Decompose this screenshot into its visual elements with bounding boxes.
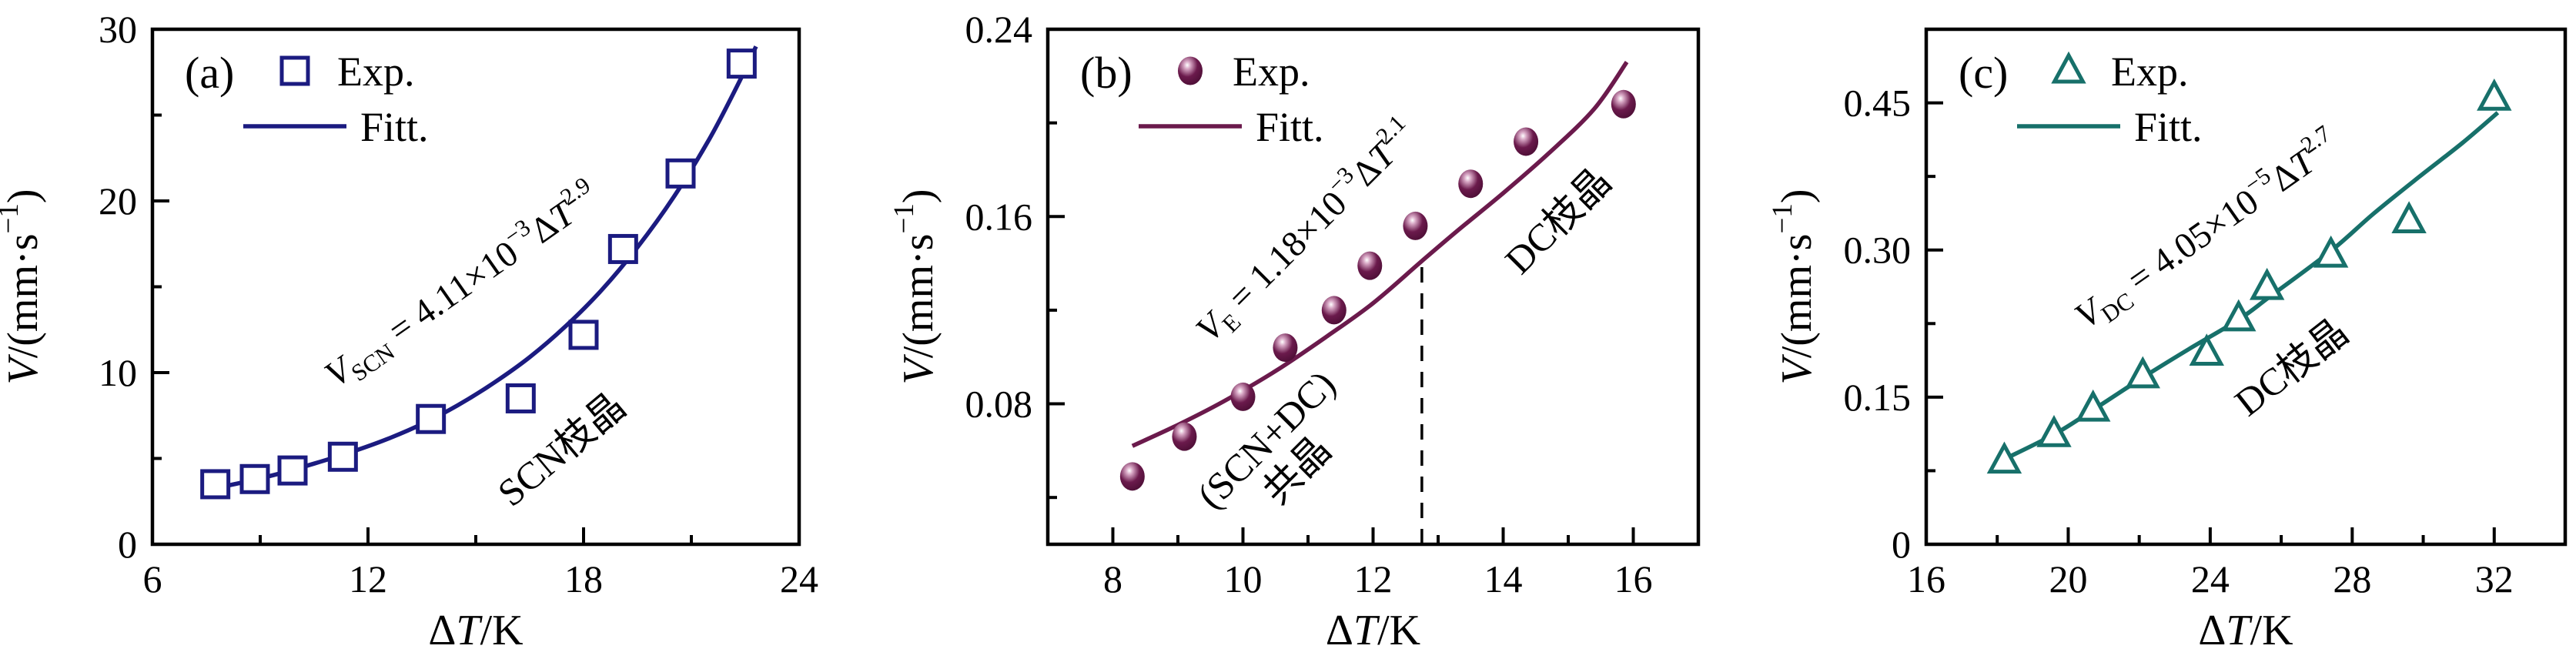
x-tick-label: 8	[1103, 557, 1122, 600]
panel-a: 6 12 18 24 0 10 20 30 ΔT/K V/(mm·s−1) (a) Exp. Fitt.…	[0, 8, 818, 654]
x-tick-label: 18	[564, 557, 603, 600]
x-axis-label: ΔT/K	[2198, 607, 2293, 654]
y-tick-label: 10	[99, 351, 137, 394]
y-tick-label: 30	[99, 8, 137, 51]
data-point-marker	[2036, 415, 2072, 447]
plot-frame	[1924, 27, 2568, 547]
data-point-marker	[277, 455, 308, 486]
data-point-marker	[239, 463, 270, 494]
data-point-marker	[2391, 201, 2427, 233]
panel-b: 8 10 12 14 16 0.08 0.16 0.24 ΔT/K V/(mm·s−1) (b) Ex…	[888, 8, 1701, 654]
y-tick-label: 0.24	[965, 8, 1033, 51]
data-point-marker	[1357, 251, 1383, 280]
data-point-marker	[327, 441, 358, 472]
data-point-marker	[1273, 333, 1298, 363]
y-tick-label: 0.15	[1844, 376, 1912, 419]
legend-exp-label: Exp.	[1233, 49, 1310, 95]
x-tick-label: 16	[1907, 557, 1945, 600]
data-point-marker	[2313, 235, 2349, 268]
legend-exp-label: Exp.	[2111, 49, 2189, 95]
data-point-marker	[2125, 356, 2160, 389]
data-point-marker	[200, 469, 231, 500]
data-point-marker	[1403, 211, 1428, 240]
y-axis-label: V/(mm·s−1)	[888, 189, 942, 384]
panel-label: (c)	[1959, 48, 2008, 98]
data-point-marker	[416, 403, 447, 434]
data-point-marker	[568, 319, 599, 350]
x-axis-label: ΔT/K	[428, 607, 523, 654]
plot-frame	[150, 27, 801, 547]
legend-fit-label: Fitt.	[1256, 104, 1324, 150]
panel-c: 16 20 24 28 32 0 0.15 0.30 0.45 ΔT/K V/(mm·s−1) (c)…	[1767, 27, 2568, 654]
legend-fit-label: Fitt.	[2134, 104, 2203, 150]
y-tick-label: 0	[1892, 523, 1911, 566]
data-point-marker	[1119, 462, 1145, 491]
plot-frame	[1045, 27, 1701, 547]
data-point-marker	[1230, 382, 1256, 411]
y-tick-label: 0.16	[965, 195, 1033, 238]
data-point-marker	[2076, 389, 2111, 422]
x-tick-label: 20	[2049, 557, 2087, 600]
panel-label: (b)	[1080, 48, 1132, 98]
x-tick-label: 24	[780, 557, 818, 600]
y-axis-label: V/(mm·s−1)	[0, 189, 47, 384]
y-tick-label: 0.08	[965, 383, 1033, 426]
panel-label: (a)	[185, 48, 234, 98]
x-tick-label: 12	[349, 557, 387, 600]
data-point-marker	[1611, 89, 1636, 119]
y-tick-label: 0.30	[1844, 229, 1912, 272]
legend-exp-marker	[2051, 51, 2086, 84]
data-point-marker	[726, 49, 757, 79]
legend-fit-label: Fitt.	[360, 104, 429, 150]
legend-exp-marker	[279, 55, 310, 86]
y-tick-label: 0.45	[1844, 82, 1912, 125]
data-point-marker	[607, 233, 638, 264]
data-point-marker	[1321, 296, 1347, 325]
x-axis-label: ΔT/K	[1326, 607, 1420, 654]
x-tick-label: 24	[2191, 557, 2230, 600]
y-tick-label: 20	[99, 179, 137, 222]
legend-exp-label: Exp.	[337, 49, 415, 95]
data-point-marker	[2477, 78, 2512, 111]
data-point-marker	[1986, 441, 2022, 474]
y-tick-label: 0	[118, 523, 137, 566]
fit-line	[1131, 61, 1629, 448]
x-tick-label: 6	[143, 557, 162, 600]
data-point-marker	[1172, 422, 1197, 451]
legend-exp-marker	[1178, 56, 1203, 85]
data-point-marker	[2221, 299, 2257, 332]
data-point-marker	[505, 383, 536, 413]
y-axis-label: V/(mm·s−1)	[1767, 189, 1821, 384]
data-point-marker	[2189, 333, 2224, 366]
x-tick-label: 14	[1484, 557, 1523, 600]
x-tick-label: 32	[2475, 557, 2514, 600]
x-tick-label: 28	[2333, 557, 2371, 600]
data-point-marker	[665, 158, 696, 189]
data-point-marker	[2249, 267, 2285, 300]
x-tick-label: 12	[1354, 557, 1393, 600]
data-point-marker	[1514, 127, 1539, 156]
data-point-marker	[1458, 169, 1484, 199]
x-tick-label: 10	[1224, 557, 1263, 600]
x-tick-label: 16	[1614, 557, 1653, 600]
